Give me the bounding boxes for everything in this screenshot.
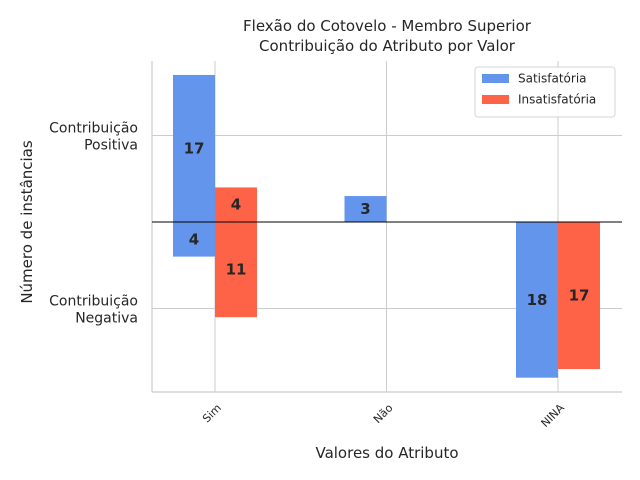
legend: Satisfatória Insatisfatória: [474, 66, 616, 118]
x-tick-label: Sim: [200, 401, 224, 425]
bar-value-label: 17: [184, 139, 205, 157]
bar-value-label: 4: [189, 230, 199, 248]
chart-title-line-2: Contribuição do Atributo por Valor: [259, 37, 516, 55]
bar-negative: [516, 222, 558, 378]
bar-negative: [558, 222, 600, 370]
legend-label: Insatisfatória: [518, 93, 596, 107]
bar-value-label: 11: [226, 261, 247, 279]
legend-swatch: [482, 95, 509, 104]
y-tick-label: Contribuição Negativa: [49, 294, 138, 327]
legend-swatch: [482, 74, 509, 83]
x-tick-label: NINA: [538, 401, 567, 430]
chart-title-line-1: Flexão do Cotovelo - Membro Superior: [243, 17, 532, 35]
bar-positive: [173, 74, 215, 222]
y-axis-label: Número de instâncias: [18, 140, 36, 304]
x-tick-label: Não: [371, 401, 396, 426]
bar-value-label: 3: [360, 200, 370, 218]
x-axis-label: Valores do Atributo: [315, 444, 458, 462]
bar-negative: [173, 222, 215, 257]
bar-value-label: 4: [231, 196, 241, 214]
plot-area: 17 4 3 18 4 11 17 Contribuição Positiva Contribui…: [49, 61, 622, 430]
bar-value-label: 18: [527, 291, 548, 309]
legend-frame: [474, 66, 616, 118]
bar-value-label: 17: [569, 287, 590, 305]
legend-label: Satisfatória: [518, 72, 587, 86]
bar-negative: [215, 222, 257, 318]
bar-positive: [215, 187, 257, 222]
bar-positive: [344, 196, 387, 222]
y-tick-label: Contribuição Positiva: [49, 121, 138, 154]
